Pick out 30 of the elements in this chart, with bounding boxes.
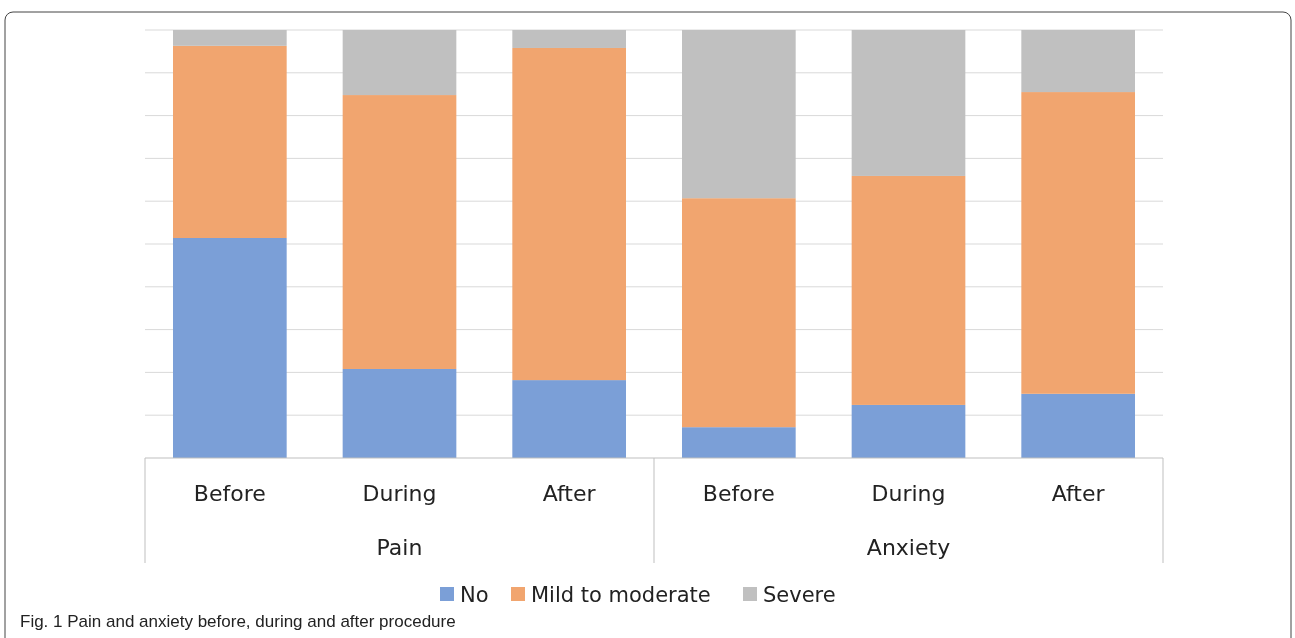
bar (851, 404, 966, 458)
bar (1021, 92, 1136, 394)
text: Fig. 1 Pain and anxiety before, during and after procedure (20, 612, 456, 631)
text: Anxiety (866, 535, 951, 560)
bar (342, 95, 457, 369)
x-tick-label: During (362, 481, 437, 506)
bar (512, 380, 627, 458)
legend-label: Severe (763, 583, 836, 607)
bar (173, 30, 287, 46)
legend-label: No (460, 583, 489, 607)
bar (512, 47, 627, 381)
bar (1021, 30, 1136, 93)
bar (173, 238, 287, 458)
bar (512, 30, 627, 48)
x-tick-label: After (542, 481, 597, 506)
x-tick-label: Before (702, 481, 775, 506)
bar (342, 368, 457, 458)
bar (173, 45, 287, 239)
legend-label: Mild to moderate (531, 583, 711, 607)
text: Pain (376, 535, 423, 560)
bar (682, 30, 796, 199)
x-tick-label: Before (193, 481, 266, 506)
bar (851, 175, 966, 405)
bar (1021, 393, 1136, 458)
x-tick-label: After (1051, 481, 1106, 506)
bar (851, 30, 966, 176)
x-tick-label: During (871, 481, 946, 506)
bar (682, 198, 796, 428)
bar (342, 30, 457, 96)
bar (682, 427, 796, 458)
